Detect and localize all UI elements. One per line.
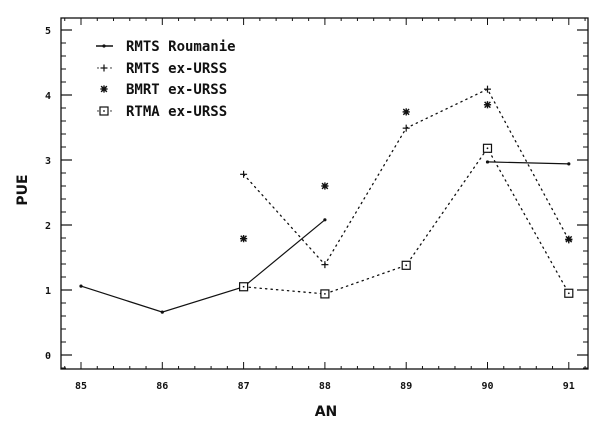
x-tick-label: 87: [238, 381, 250, 392]
legend-label: BMRT ex-URSS: [126, 82, 227, 98]
plus-marker-icon: [321, 261, 329, 269]
square-marker-icon: [482, 143, 493, 153]
dot-marker-icon: [160, 310, 164, 314]
asterisk-marker-icon: [483, 101, 492, 109]
legend-label: RMTS Roumanie: [126, 39, 236, 55]
square-marker-icon: [97, 106, 112, 116]
plus-marker-icon: [100, 64, 108, 72]
legend-item-bmrt-ex-urss: BMRT ex-URSS: [100, 82, 227, 98]
y-tick-label: 4: [45, 91, 51, 102]
y-axis-tick-labels: 0 1 2 3 4 5: [45, 26, 51, 362]
square-marker-icon: [320, 289, 330, 299]
x-tick-label: 91: [563, 381, 575, 392]
x-tick-label: 90: [481, 381, 493, 392]
data-series: [79, 85, 574, 314]
y-axis-title: PUE: [15, 174, 31, 205]
legend-label: RMTS ex-URSS: [126, 61, 227, 77]
plus-marker-icon: [240, 170, 248, 178]
asterisk-marker-icon: [240, 235, 248, 243]
dot-marker-icon: [567, 162, 571, 166]
square-marker-icon: [99, 106, 109, 116]
asterisk-marker-icon: [321, 182, 329, 190]
plus-marker-icon: [402, 124, 410, 132]
dot-marker-icon: [485, 160, 490, 164]
plus-marker-icon: [484, 85, 491, 93]
y-tick-label: 3: [45, 156, 51, 167]
solid-line-dot-marker-icon: [96, 44, 113, 48]
x-axis-title: AN: [315, 404, 338, 420]
series-bmrt-ex-urss: [240, 101, 573, 243]
asterisk-marker-icon: [100, 85, 108, 93]
dot-marker-icon: [323, 218, 327, 222]
legend-item-rmts-ex-urss: RMTS ex-URSS: [97, 61, 227, 77]
series-rmts-roumanie: [79, 160, 571, 314]
square-marker-icon: [564, 288, 574, 298]
axis-ticks: [61, 18, 588, 369]
y-tick-label: 5: [45, 26, 51, 37]
square-marker-icon: [239, 282, 249, 292]
asterisk-marker-icon: [100, 85, 108, 93]
x-tick-label: 86: [156, 381, 168, 392]
x-axis-tick-labels: 85 86 87 88 89 90 91: [75, 381, 575, 392]
legend-item-rtma-ex-urss: RTMA ex-URSS: [97, 104, 227, 120]
square-marker-icon: [401, 260, 411, 270]
legend-item-rmts-roumanie: RMTS Roumanie: [96, 39, 236, 55]
x-tick-label: 89: [400, 381, 412, 392]
y-tick-label: 0: [45, 351, 51, 362]
x-tick-label: 85: [75, 381, 87, 392]
x-tick-label: 88: [319, 381, 331, 392]
y-tick-label: 1: [45, 286, 51, 297]
y-tick-label: 2: [45, 221, 51, 232]
legend: RMTS Roumanie RMTS ex-URSS BMRT ex-URSS …: [96, 39, 236, 120]
plus-marker-icon: [97, 64, 112, 72]
dot-marker-icon: [79, 284, 83, 288]
asterisk-marker-icon: [565, 235, 573, 243]
asterisk-marker-icon: [402, 108, 410, 116]
series-rtma-ex-urss: [239, 143, 574, 299]
legend-label: RTMA ex-URSS: [126, 104, 227, 120]
